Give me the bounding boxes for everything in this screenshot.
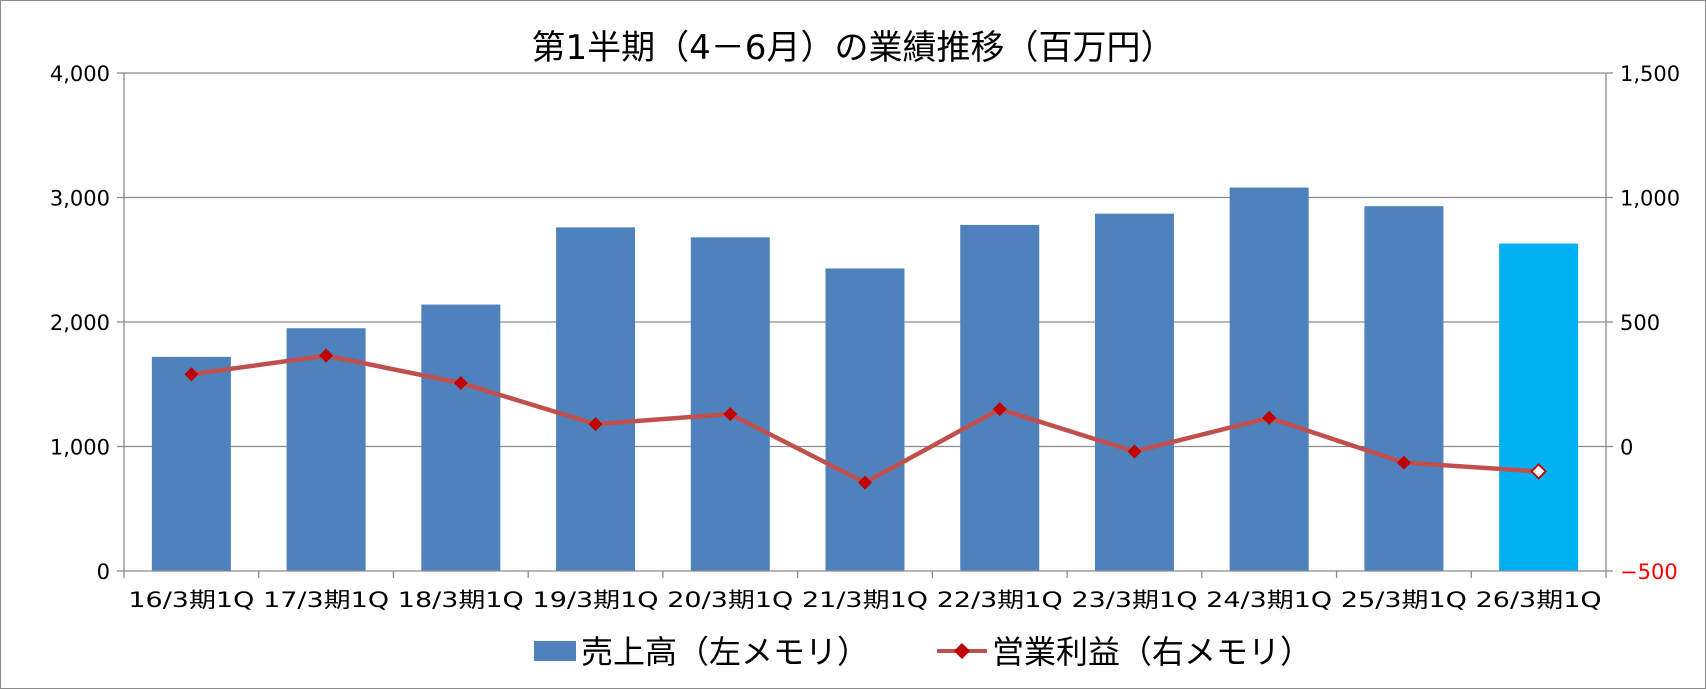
legend-bar-label: 売上高（左メモリ） (581, 633, 869, 671)
right-axis-tick-label: 1,000 (1620, 187, 1680, 211)
line-marker (1530, 463, 1547, 480)
right-axis-tick-label: 0 (1620, 436, 1633, 460)
left-axis-tick-label: 4,000 (50, 62, 110, 86)
bar (556, 227, 636, 571)
bar (1094, 213, 1174, 571)
line-marker (184, 367, 199, 382)
bar (421, 304, 501, 571)
left-axis-tick-labels: 0 1,000 2,000 3,000 4,000 (50, 62, 110, 584)
bar (1499, 243, 1579, 571)
x-axis-tick-label: 20/3期1Q (667, 588, 793, 612)
line-marker (588, 417, 603, 432)
line-marker (1127, 444, 1142, 459)
right-axis-tick-label: −500 (1620, 560, 1678, 584)
right-axis-tick-label: 500 (1620, 311, 1660, 335)
legend: 売上高（左メモリ） 営業利益（右メモリ） (534, 633, 1312, 671)
line-marker (453, 376, 468, 391)
x-axis-tick-label: 17/3期1Q (263, 588, 389, 612)
x-axis-tick-label: 19/3期1Q (533, 588, 659, 612)
bar (1364, 206, 1444, 571)
x-axis-tick-label: 23/3期1Q (1071, 588, 1197, 612)
x-axis-tick-label: 18/3期1Q (398, 588, 524, 612)
legend-bar-swatch (534, 641, 576, 661)
axes (117, 72, 1613, 578)
line-marker (858, 475, 872, 490)
x-axis-tick-label: 26/3期1Q (1476, 588, 1602, 612)
x-axis-tick-labels: 16/3期1Q 17/3期1Q 18/3期1Q 19/3期1Q 20/3期1Q 21/3期… (128, 588, 1601, 612)
legend-line-label: 営業利益（右メモリ） (992, 633, 1312, 671)
x-axis-tick-label: 25/3期1Q (1341, 588, 1467, 612)
bar (825, 268, 905, 571)
bar (960, 224, 1040, 571)
line-marker (723, 407, 738, 422)
x-axis-tick-label: 24/3期1Q (1206, 588, 1332, 612)
left-axis-tick-label: 2,000 (50, 311, 110, 335)
bar (690, 237, 770, 571)
left-axis-tick-label: 1,000 (50, 436, 110, 460)
right-axis-tick-label: 1,500 (1620, 62, 1680, 86)
legend-line-marker (954, 643, 970, 659)
line-marker (319, 348, 334, 363)
line-marker (1396, 455, 1411, 470)
bar-series (151, 187, 1579, 572)
bar (151, 356, 231, 571)
x-axis-tick-label: 21/3期1Q (802, 588, 928, 612)
bar (1229, 187, 1309, 572)
line-series (184, 348, 1547, 490)
right-axis-tick-labels: −500 0 500 1,000 1,500 (1620, 62, 1680, 584)
chart-title: 第1半期（4－6月）の業績推移（百万円） (532, 28, 1175, 68)
left-axis-tick-label: 0 (97, 560, 110, 584)
x-axis-tick-label: 22/3期1Q (937, 588, 1063, 612)
bar (286, 328, 366, 571)
line-marker (992, 402, 1007, 417)
left-axis-tick-label: 3,000 (50, 187, 110, 211)
x-axis-tick-label: 16/3期1Q (128, 588, 254, 612)
line-marker (1262, 410, 1277, 425)
